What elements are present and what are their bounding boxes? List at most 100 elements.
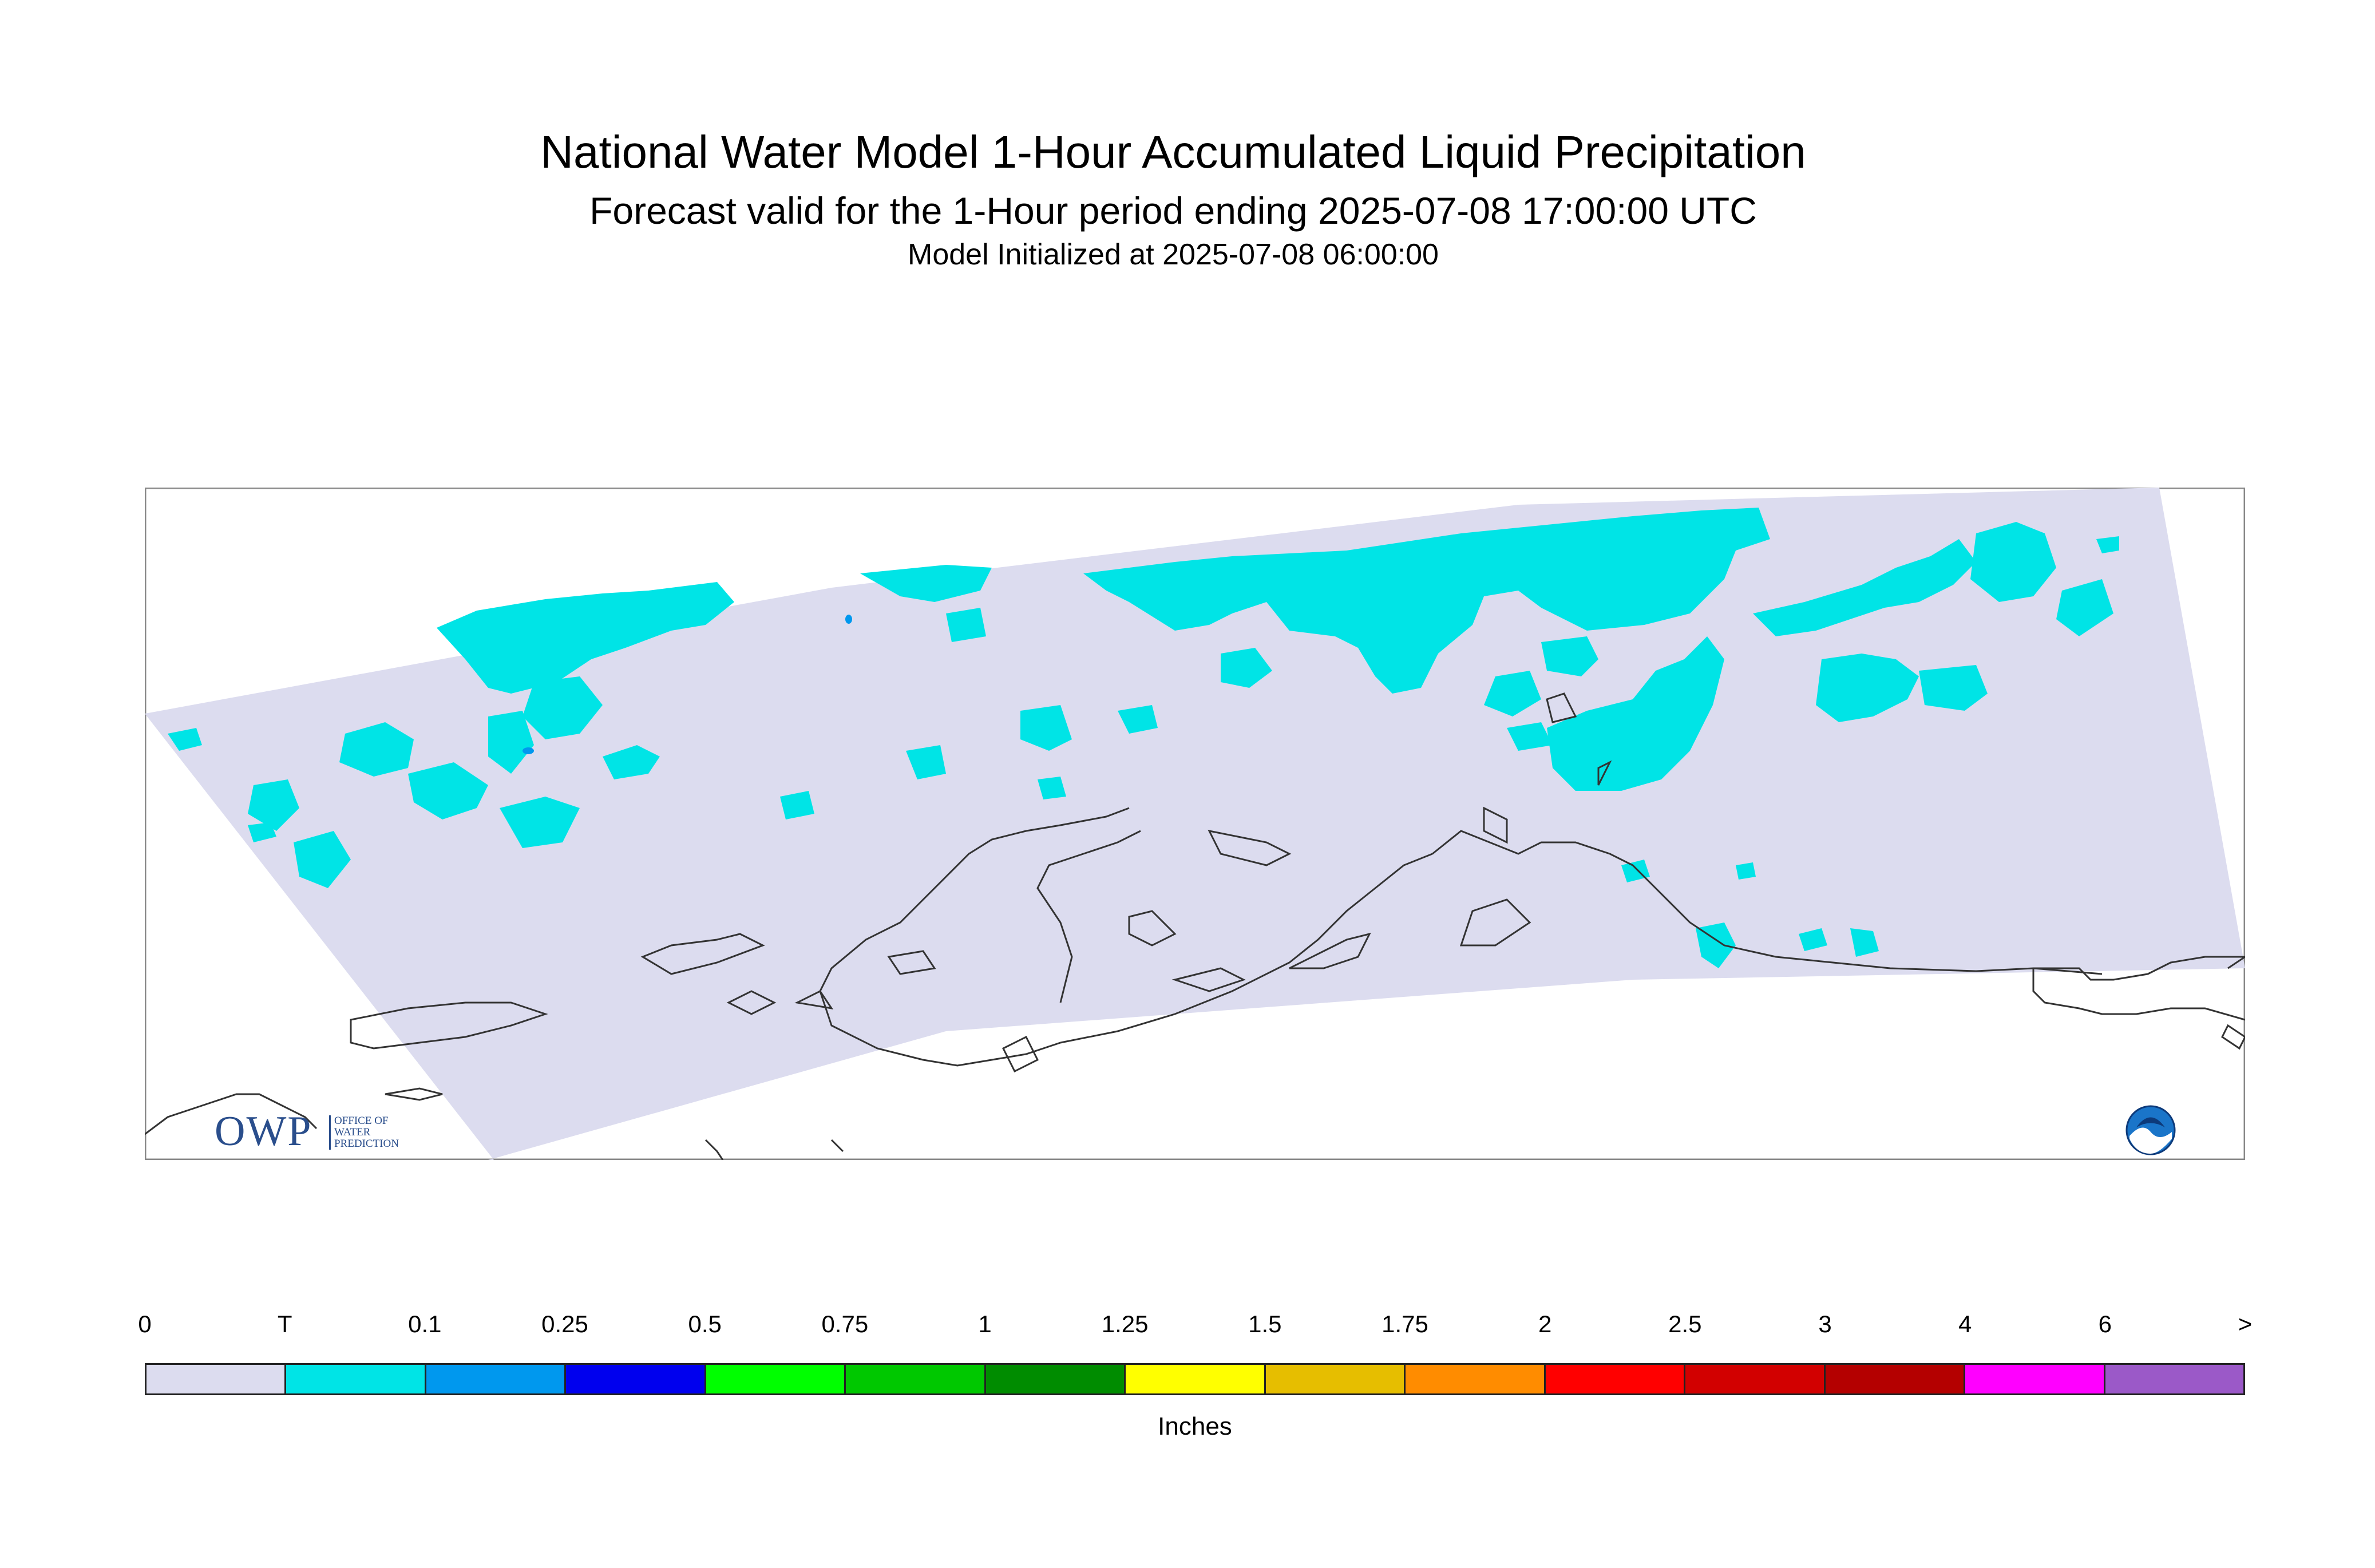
legend-color-segment xyxy=(1825,1365,1966,1393)
legend-color-segment xyxy=(846,1365,986,1393)
coastlines xyxy=(145,692,2245,1160)
color-legend: 0 T 0.1 0.25 0.5 0.75 1 1.25 1.5 1.75 2 2.5 3 4 6 > Inc… xyxy=(138,1310,2252,1454)
precip-area xyxy=(1736,862,1756,880)
legend-tick-label: 1.25 xyxy=(1101,1310,1149,1337)
precip-area xyxy=(1753,539,1976,636)
heavier-precip-spots xyxy=(522,615,852,754)
legend-tick-label: 3 xyxy=(1818,1310,1832,1337)
legend-color-segment xyxy=(1265,1365,1406,1393)
noaa-logo-gull xyxy=(2136,1117,2165,1127)
legend-color-segment xyxy=(1545,1365,1686,1393)
owp-logo: OWP OFFICE OF WATER PREDICTION xyxy=(215,1107,432,1155)
legend-tick-label: > xyxy=(2238,1310,2253,1337)
legend-tick-label: 0.5 xyxy=(688,1310,722,1337)
precip-area xyxy=(248,779,299,831)
precip-area xyxy=(488,711,534,774)
legend-tick-label: 1.5 xyxy=(1248,1310,1282,1337)
precip-spot xyxy=(845,615,852,624)
coastline xyxy=(1546,692,1577,723)
owp-logo-text: OFFICE OF WATER PREDICTION xyxy=(329,1115,399,1150)
noaa-logo-wave xyxy=(2129,1127,2172,1154)
precip-area xyxy=(1221,648,1272,688)
precip-areas xyxy=(168,508,2119,968)
precip-spot xyxy=(522,747,534,754)
legend-tick-label: 1 xyxy=(978,1310,992,1337)
legend-color-segment xyxy=(1406,1365,1546,1393)
coastline xyxy=(2221,1024,2245,1050)
legend-tick-label: 0 xyxy=(138,1310,152,1337)
coastline xyxy=(819,807,1130,1067)
legend-color-segment xyxy=(2105,1365,2244,1393)
coastline xyxy=(2227,956,2245,969)
legend-color-segment xyxy=(566,1365,706,1393)
coastline xyxy=(350,1001,548,1050)
coastline xyxy=(640,933,765,975)
precip-area xyxy=(408,762,488,819)
coastline xyxy=(1002,1035,1039,1073)
precip-area xyxy=(1621,860,1650,882)
coastline xyxy=(887,950,936,975)
legend-color-segment xyxy=(286,1365,426,1393)
precip-area xyxy=(1118,705,1158,734)
legend-tick-label: T xyxy=(277,1310,292,1337)
precip-area xyxy=(1799,928,1827,951)
precip-area xyxy=(780,791,814,819)
coastline xyxy=(1597,760,1612,786)
legend-tick-label: 0.75 xyxy=(821,1310,869,1337)
legend-tick-label: 4 xyxy=(1958,1310,1972,1337)
legend-color-segment xyxy=(706,1365,846,1393)
coastline xyxy=(1289,932,1371,969)
legend-color-segment xyxy=(1965,1365,2105,1393)
precip-area xyxy=(906,745,946,779)
precip-area xyxy=(860,565,992,602)
forecast-valid-subtitle: Forecast valid for the 1-Hour period end… xyxy=(589,189,1757,232)
coastline xyxy=(1432,830,2103,975)
precip-area xyxy=(1970,522,2056,602)
coastline xyxy=(1459,898,1531,947)
precip-area xyxy=(1816,654,1919,722)
precip-area xyxy=(1507,722,1553,751)
precip-area xyxy=(437,582,734,694)
noaa-logo xyxy=(2125,1105,2176,1155)
precip-area xyxy=(1919,665,1988,711)
precipitation-map xyxy=(145,488,2245,1160)
legend-tick-label: 0.25 xyxy=(541,1310,588,1337)
coastline xyxy=(1036,830,1141,1003)
precip-area xyxy=(2096,536,2119,553)
coastline xyxy=(1483,806,1508,844)
precip-area xyxy=(294,831,351,888)
legend-color-bar xyxy=(145,1363,2245,1395)
coastline xyxy=(2033,956,2245,981)
precip-area xyxy=(339,722,414,777)
coastline xyxy=(1060,853,1433,1044)
legend-color-segment xyxy=(1685,1365,1826,1393)
legend-color-segment xyxy=(985,1365,1126,1393)
legend-tick-label: 1.75 xyxy=(1382,1310,1428,1337)
precip-area xyxy=(1020,705,1072,751)
legend-color-segment xyxy=(147,1365,287,1393)
model-init-subtitle: Model Initialized at 2025-07-08 06:00:00 xyxy=(908,238,1439,271)
precip-area xyxy=(500,797,580,848)
precip-area xyxy=(1083,508,1770,694)
owp-text-line: WATER xyxy=(334,1126,371,1138)
precip-area xyxy=(522,676,603,739)
map-title: National Water Model 1-Hour Accumulated … xyxy=(540,126,1806,177)
legend-tick-label: 0.1 xyxy=(408,1310,442,1337)
coastline xyxy=(1128,910,1177,947)
precip-area xyxy=(1850,928,1879,957)
precip-area xyxy=(603,745,660,779)
coastline xyxy=(726,990,777,1015)
legend-units-label: Inches xyxy=(1158,1412,1232,1440)
owp-logo-mark: OWP xyxy=(215,1108,312,1155)
precip-area xyxy=(1038,777,1066,799)
precip-area xyxy=(1547,636,1724,791)
coastline xyxy=(704,1139,724,1160)
legend-tick-label: 6 xyxy=(2098,1310,2112,1337)
legend-tick-label: 2.5 xyxy=(1668,1310,1702,1337)
precip-area xyxy=(1541,636,1598,676)
precip-area xyxy=(946,608,986,642)
coastline xyxy=(1208,829,1292,866)
coastline xyxy=(794,990,834,1010)
coastline xyxy=(1171,967,1246,992)
coastline xyxy=(2032,968,2245,1021)
